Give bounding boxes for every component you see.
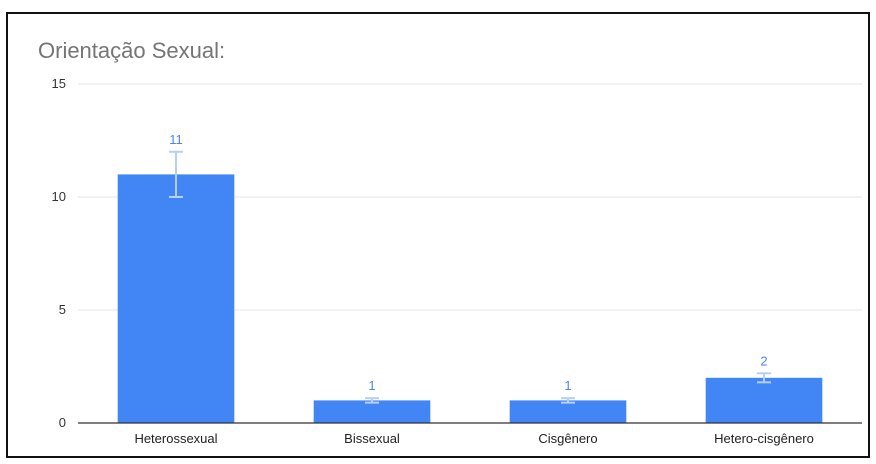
bar-chart: 0 5 10 15 11 Heterossexual 1 Bissexual 1 Cisgêner… — [52, 76, 862, 446]
y-tick-label: 15 — [52, 76, 66, 91]
data-label: 1 — [368, 378, 375, 393]
x-tick-label: Heterossexual — [134, 431, 217, 446]
bar — [509, 400, 627, 423]
data-label: 11 — [169, 132, 183, 147]
y-tick-label: 10 — [52, 189, 66, 204]
data-label: 1 — [564, 378, 571, 393]
bar — [313, 400, 431, 423]
x-tick-label: Cisgênero — [538, 431, 597, 446]
x-tick-label: Hetero-cisgênero — [714, 431, 814, 446]
chart-title: Orientação Sexual: — [38, 38, 226, 63]
y-tick-label: 5 — [59, 302, 66, 317]
x-tick-label: Bissexual — [344, 431, 400, 446]
data-label: 2 — [760, 353, 767, 368]
bar — [705, 377, 823, 423]
bar — [117, 174, 235, 423]
y-tick-label: 0 — [59, 415, 66, 430]
chart-frame: Orientação Sexual: 0 5 10 15 11 Heterossexual… — [6, 12, 870, 458]
